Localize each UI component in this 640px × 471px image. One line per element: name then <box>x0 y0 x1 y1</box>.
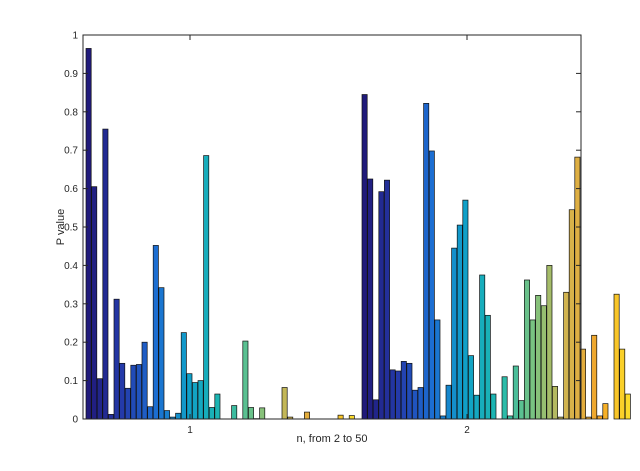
bar-group-2-series-3 <box>372 399 379 420</box>
y-tick-label: 0.1 <box>64 376 78 387</box>
y-axis-label: P value <box>55 209 67 246</box>
y-tick-label: 0.5 <box>64 223 78 234</box>
bar-group-1-series-30 <box>248 407 254 420</box>
bar-group-2-series-8 <box>400 361 407 420</box>
bar-group-1-series-6 <box>113 298 120 420</box>
bar-group-2-series-44 <box>602 403 609 420</box>
bar-group-2-series-28 <box>512 365 519 420</box>
bar-group-1-series-21 <box>197 380 204 420</box>
bar-group-2-series-21 <box>473 394 480 420</box>
y-tick-label: 0.9 <box>64 69 78 80</box>
bar-group-2-series-5 <box>384 179 390 420</box>
bar-group-2-series-33 <box>540 305 547 420</box>
bar-group-1-series-13 <box>152 245 159 420</box>
bar-group-2-series-37 <box>563 291 570 420</box>
bar-group-2-series-40 <box>580 348 586 420</box>
bar-group-2-series-31 <box>529 319 536 420</box>
bar-group-1-series-8 <box>124 387 131 420</box>
bar-group-2-series-14 <box>434 319 441 420</box>
bar-group-1-series-32 <box>259 407 266 420</box>
bar-group-2-series-32 <box>535 295 542 420</box>
bar-group-2-series-11 <box>417 387 424 420</box>
y-tick-label: 0.6 <box>64 184 78 195</box>
bar-group-1-series-17 <box>175 412 182 420</box>
bar-group-2-series-2 <box>367 178 374 420</box>
x-axis-label: n, from 2 to 50 <box>297 433 368 445</box>
bar-group-1-series-1 <box>85 48 92 420</box>
bar-group-2-series-23 <box>484 314 491 420</box>
bar-group-1-series-19 <box>186 373 193 420</box>
bar-group-1-series-18 <box>180 332 187 420</box>
bar-group-2-series-19 <box>462 199 469 420</box>
bar-group-2-series-47 <box>619 348 626 420</box>
bar-group-1-series-7 <box>119 362 126 420</box>
bar-group-2-series-24 <box>490 393 497 420</box>
bar-group-2-series-46 <box>613 293 620 420</box>
bar-group-2-series-41 <box>585 416 592 420</box>
bar-group-2-series-7 <box>395 370 402 420</box>
bar-group-2-series-20 <box>468 355 474 420</box>
bar-group-2-series-4 <box>378 191 385 420</box>
bar-group-2-series-38 <box>568 209 575 420</box>
bar-group-1-series-11 <box>141 341 148 420</box>
bar-group-2-series-6 <box>389 369 396 420</box>
bar-group-2-series-1 <box>361 94 368 420</box>
bar-group-1-series-36 <box>281 387 288 420</box>
bar-group-1-series-48 <box>348 415 355 420</box>
bar-group-1-series-24 <box>214 393 221 420</box>
bar-group-1-series-4 <box>102 128 109 420</box>
bar-group-2-series-35 <box>552 386 558 420</box>
bar-group-2-series-34 <box>546 265 553 420</box>
y-tick-label: 0.2 <box>64 338 78 349</box>
bar-group-1-series-23 <box>208 407 215 420</box>
y-tick-label: 0 <box>72 415 78 426</box>
bar-group-2-series-9 <box>406 362 413 420</box>
bar-group-2-series-29 <box>518 400 525 420</box>
bar-group-1-series-40 <box>304 411 310 420</box>
bar-group-1-series-15 <box>164 410 170 420</box>
y-axis: 0 0.1 0.2 0.3 0.4 0.5 0.6 0.7 0.8 0.9 1 <box>64 31 581 426</box>
plot-area <box>83 35 581 419</box>
bar-group-1-series-29 <box>242 340 249 420</box>
bar-group-1-series-9 <box>130 364 137 420</box>
bar-group-1-series-27 <box>231 405 238 420</box>
bar-group-1-series-22 <box>203 155 210 420</box>
bar-group-2-series-43 <box>596 415 603 420</box>
bar-group-1-series-5 <box>108 414 114 420</box>
bar-group-1-series-2 <box>91 186 98 420</box>
y-tick-label: 0.7 <box>64 146 78 157</box>
x-tick-label: 1 <box>187 425 193 436</box>
bar-group-2-series-48 <box>624 393 631 420</box>
y-tick-label: 0.3 <box>64 299 78 310</box>
bar-group-2-series-26 <box>501 376 508 420</box>
bar-group-2-series-18 <box>456 224 463 420</box>
bar-group-2-series-10 <box>412 389 418 420</box>
bar-group-2-series-42 <box>591 334 598 420</box>
bar-group-2-series-22 <box>479 274 486 420</box>
bar-group-2-series-13 <box>428 150 435 420</box>
bar-group-2-series-12 <box>423 102 430 420</box>
bars-layer <box>85 48 631 420</box>
bar-group-1-series-12 <box>147 406 154 420</box>
bar-group-1-series-3 <box>96 378 103 420</box>
y-tick-label: 0.4 <box>64 261 78 272</box>
x-tick-label: 2 <box>464 425 470 436</box>
bar-group-2-series-17 <box>451 247 458 420</box>
y-tick-label: 0.8 <box>64 107 78 118</box>
bar-group-2-series-16 <box>445 384 452 420</box>
bar-group-1-series-10 <box>136 364 142 420</box>
bar-group-2-series-30 <box>524 279 530 420</box>
bar-group-1-series-14 <box>158 287 165 420</box>
bar-group-2-series-39 <box>574 156 581 420</box>
bar-group-1-series-46 <box>337 414 344 420</box>
bar-group-1-series-20 <box>192 382 198 420</box>
y-tick-label: 1 <box>72 31 78 42</box>
